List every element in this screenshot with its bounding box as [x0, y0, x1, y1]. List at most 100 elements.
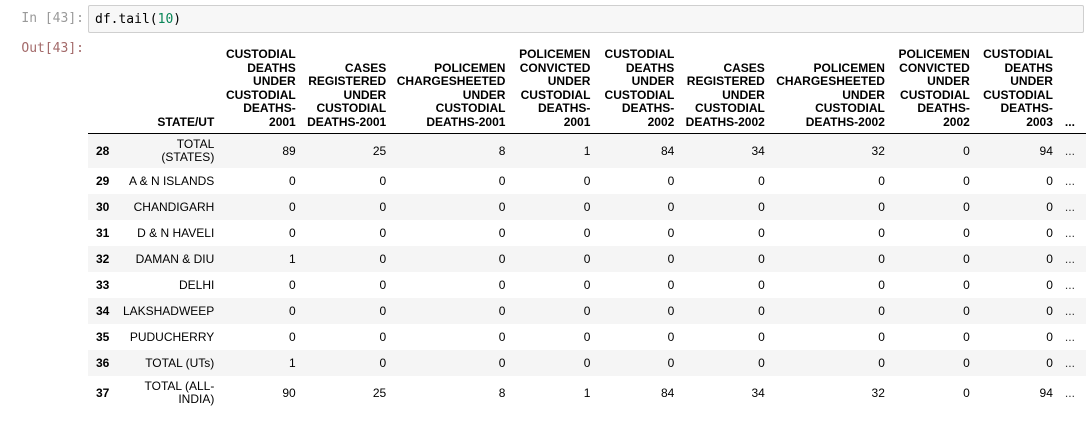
- state-cell: D & N HAVELI: [137, 225, 215, 240]
- state-cell: LAKSHADWEEP: [122, 303, 215, 318]
- row-index: 33: [96, 278, 110, 292]
- value-cell: 0: [667, 356, 675, 370]
- index-header: [88, 44, 119, 134]
- ellipsis-cell: ...: [1064, 278, 1075, 292]
- value-cell: 0: [963, 356, 970, 370]
- table-row: 35 PUDUCHERRY 0 0 0 0 0 0 0 0 0...: [88, 324, 1086, 350]
- value-cell: 84: [660, 386, 675, 400]
- code-arg: 10: [157, 12, 174, 27]
- state-cell: DELHI: [178, 277, 215, 292]
- row-index: 32: [96, 252, 110, 266]
- row-index: 34: [96, 304, 110, 318]
- state-cell: TOTAL (UTs): [145, 355, 215, 370]
- table-row: 36 TOTAL (UTs) 1 0 0 0 0 0 0 0 0...: [88, 350, 1086, 376]
- value-cell: 0: [758, 356, 765, 370]
- column-header: CUSTODIAL DEATHS UNDER CUSTODIAL DEATHS-…: [975, 44, 1059, 134]
- value-cell: 0: [667, 226, 675, 240]
- value-cell: 89: [282, 144, 296, 158]
- value-cell: 0: [963, 278, 970, 292]
- row-index: 36: [96, 356, 110, 370]
- state-cell: TOTAL (ALL-INDIA): [144, 379, 215, 406]
- value-cell: 0: [1046, 174, 1053, 188]
- value-cell: 1: [289, 356, 296, 370]
- table-row: 30 CHANDIGARH 0 0 0 0 0 0 0 0 0...: [88, 194, 1086, 220]
- value-cell: 0: [758, 174, 765, 188]
- value-cell: 25: [372, 386, 387, 400]
- value-cell: 0: [963, 174, 970, 188]
- row-index: 30: [96, 200, 110, 214]
- state-cell: TOTAL (STATES): [161, 137, 215, 164]
- value-cell: 8: [498, 144, 506, 158]
- value-cell: 32: [871, 144, 885, 158]
- ellipsis-cell: ...: [1064, 356, 1075, 370]
- table-row: 33 DELHI 0 0 0 0 0 0 0 0 0...: [88, 272, 1086, 298]
- value-cell: 0: [1046, 252, 1053, 266]
- value-cell: 0: [379, 252, 387, 266]
- value-cell: 0: [667, 330, 675, 344]
- value-cell: 1: [289, 252, 296, 266]
- value-cell: 90: [282, 386, 296, 400]
- value-cell: 0: [667, 174, 675, 188]
- value-cell: 1: [583, 386, 591, 400]
- row-index: 29: [96, 174, 110, 188]
- value-cell: 0: [758, 278, 765, 292]
- ellipsis-cell: ...: [1064, 174, 1075, 188]
- value-cell: 0: [379, 330, 387, 344]
- ellipsis-cell: ...: [1064, 252, 1075, 266]
- state-cell: A & N ISLANDS: [128, 173, 215, 188]
- value-cell: 0: [667, 304, 675, 318]
- value-cell: 0: [498, 174, 506, 188]
- value-cell: 0: [583, 304, 591, 318]
- table-row: 29 A & N ISLANDS 0 0 0 0 0 0 0 0 0...: [88, 168, 1086, 194]
- value-cell: 0: [963, 200, 970, 214]
- value-cell: 0: [289, 200, 296, 214]
- column-header: CUSTODIAL DEATHS UNDER CUSTODIAL DEATHS-…: [220, 44, 302, 134]
- state-cell: PUDUCHERRY: [129, 329, 215, 344]
- value-cell: 0: [878, 226, 885, 240]
- value-cell: 0: [583, 330, 591, 344]
- value-cell: 32: [871, 386, 885, 400]
- output-area: STATE/UT CUSTODIAL DEATHS UNDER CUSTODIAL…: [88, 44, 1088, 410]
- value-cell: 0: [379, 174, 387, 188]
- table-row: 31 D & N HAVELI 0 0 0 0 0 0 0 0 0...: [88, 220, 1086, 246]
- value-cell: 84: [660, 144, 675, 158]
- table-row: 28 TOTAL (STATES) 89 25 8 1 84 34 32 0 94...: [88, 133, 1086, 168]
- value-cell: 0: [1046, 200, 1053, 214]
- value-cell: 0: [1046, 226, 1053, 240]
- value-cell: 0: [667, 252, 675, 266]
- value-cell: 0: [963, 330, 970, 344]
- value-cell: 0: [878, 200, 885, 214]
- value-cell: 0: [878, 252, 885, 266]
- row-index: 37: [96, 386, 110, 400]
- value-cell: 0: [667, 278, 675, 292]
- value-cell: 0: [289, 174, 296, 188]
- value-cell: 0: [758, 252, 765, 266]
- value-cell: 0: [289, 330, 296, 344]
- value-cell: 0: [498, 304, 506, 318]
- value-cell: 94: [1039, 144, 1053, 158]
- value-cell: 0: [379, 278, 387, 292]
- value-cell: 0: [878, 304, 885, 318]
- column-header: STATE/UT: [118, 44, 221, 134]
- ellipsis-cell: ...: [1064, 386, 1075, 400]
- value-cell: 0: [1046, 356, 1053, 370]
- value-cell: 0: [878, 356, 885, 370]
- value-cell: 0: [667, 200, 675, 214]
- code-cell[interactable]: df.tail(10): [88, 5, 1084, 33]
- column-header: CUSTODIAL DEATHS UNDER CUSTODIAL DEATHS-…: [596, 44, 681, 134]
- value-cell: 0: [498, 330, 506, 344]
- value-cell: 0: [498, 356, 506, 370]
- value-cell: 0: [1046, 278, 1053, 292]
- value-cell: 0: [1046, 330, 1053, 344]
- ellipsis-cell: ...: [1064, 200, 1075, 214]
- table-header: STATE/UT CUSTODIAL DEATHS UNDER CUSTODIAL…: [88, 44, 1086, 134]
- state-cell: DAMAN & DIU: [135, 251, 215, 266]
- value-cell: 0: [289, 304, 296, 318]
- value-cell: 0: [379, 200, 387, 214]
- header-row: STATE/UT CUSTODIAL DEATHS UNDER CUSTODIAL…: [88, 44, 1086, 134]
- value-cell: 0: [758, 200, 765, 214]
- state-cell: CHANDIGARH: [133, 199, 215, 214]
- value-cell: 0: [583, 226, 591, 240]
- value-cell: 0: [878, 278, 885, 292]
- value-cell: 0: [878, 174, 885, 188]
